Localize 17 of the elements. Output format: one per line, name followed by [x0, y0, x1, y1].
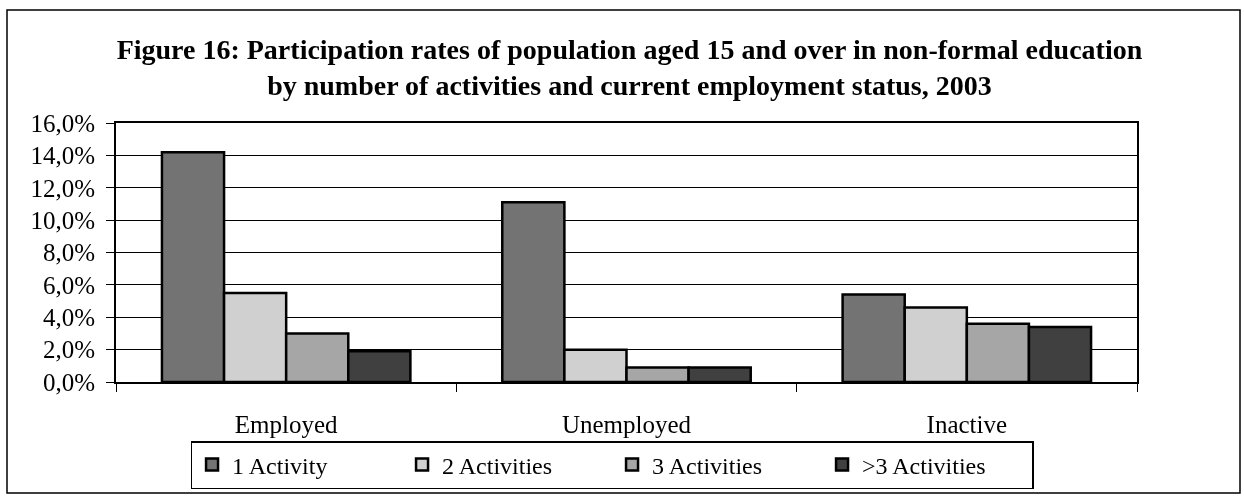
y-tick-label: 12,0% [30, 174, 95, 202]
y-tick-label: 14,0% [30, 142, 95, 170]
x-tick-label: Unemployed [561, 411, 692, 438]
legend-label: 2 Activities [442, 452, 553, 479]
y-tick-label: 4,0% [42, 304, 95, 331]
y-tick-label: 2,0% [42, 336, 95, 364]
x-tick-label: Employed [234, 411, 339, 438]
y-tick-label: 6,0% [42, 271, 95, 299]
y-tick-label: 16,0% [30, 109, 95, 137]
y-tick-label: 10,0% [30, 206, 95, 234]
legend-label: 3 Activities [652, 452, 763, 479]
y-tick-label: 8,0% [42, 239, 95, 267]
legend-label: 1 Activity [232, 452, 328, 479]
legend-label: >3 Activities [862, 452, 986, 479]
x-tick-label: Inactive [926, 411, 1008, 438]
chart-title: Figure 16: Participation rates of population aged 15 and over in non-formal education by number of activities and current employment status, 2003 [116, 33, 1143, 102]
y-tick-label: 0,0% [42, 368, 95, 396]
